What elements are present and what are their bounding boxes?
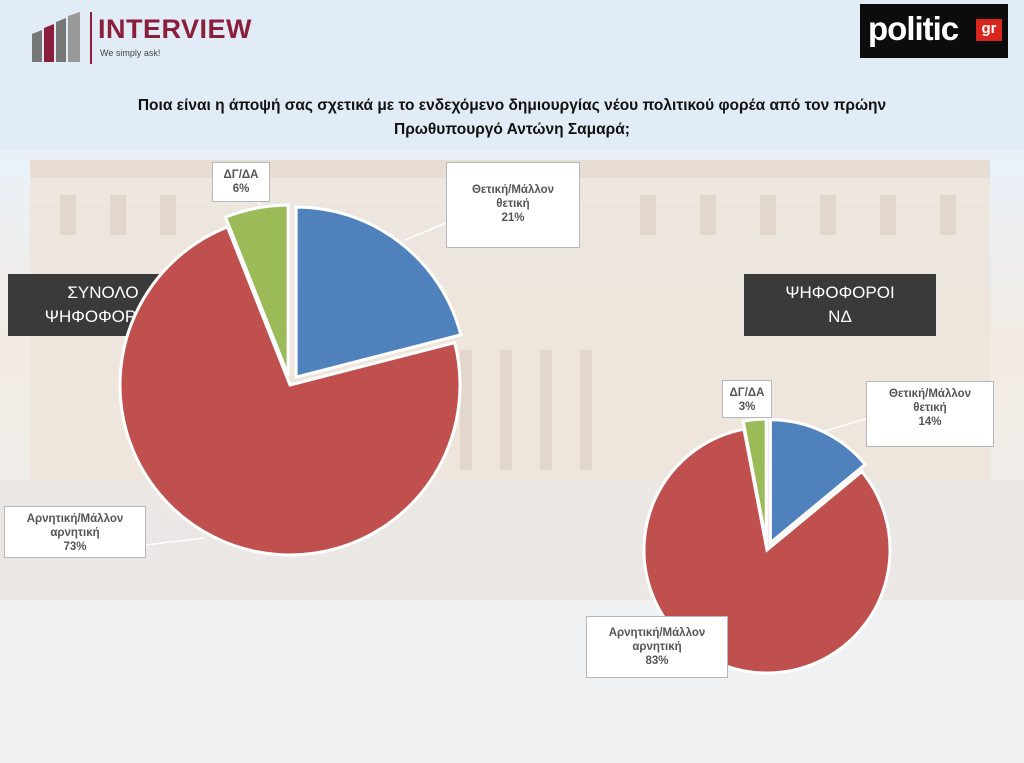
callout-negative-total: Αρνητική/Μάλλον αρνητική 73% bbox=[4, 506, 146, 558]
slice-label: ΔΓ/ΔΑ bbox=[729, 387, 765, 399]
slice-label: αρνητική bbox=[50, 527, 100, 539]
chart-title-line: ΨΗΦΟΦΟΡΟΙ bbox=[785, 283, 895, 302]
brand-name: INTERVIEW bbox=[98, 14, 253, 44]
slice-label: Αρνητική/Μάλλον bbox=[608, 627, 706, 639]
slice-label: ΔΓ/ΔΑ bbox=[223, 169, 259, 181]
slice-label: Θετική/Μάλλον bbox=[888, 388, 972, 400]
logo-separator bbox=[90, 12, 92, 64]
pie-slice-0-0 bbox=[294, 205, 463, 380]
politic-gr-logo: politic gr bbox=[860, 4, 1008, 58]
interview-logo: INTERVIEW We simply ask! bbox=[30, 8, 260, 66]
leader-line bbox=[404, 221, 449, 241]
brand-tagline: We simply ask! bbox=[100, 48, 161, 58]
slice-value: 73% bbox=[63, 541, 87, 553]
slice-value: 6% bbox=[232, 183, 250, 195]
pie-slice-1-2 bbox=[741, 417, 768, 543]
callout-negative-nd: Αρνητική/Μάλλον αρνητική 83% bbox=[586, 616, 728, 678]
bars-logo-icon bbox=[32, 12, 80, 62]
leader-line bbox=[821, 417, 869, 433]
question-line-1: Ποια είναι η άποψή σας σχετικά με το ενδ… bbox=[137, 97, 887, 114]
slice-value: 14% bbox=[918, 416, 942, 428]
callout-positive-total: Θετική/Μάλλον θετική 21% bbox=[446, 162, 580, 248]
chart-title-nd-voters: ΨΗΦΟΦΟΡΟΙ ΝΔ bbox=[744, 274, 936, 336]
partner-logo-badge: gr bbox=[976, 19, 1002, 41]
slice-label: αρνητική bbox=[632, 641, 682, 653]
slice-label: θετική bbox=[496, 198, 530, 210]
slice-value: 21% bbox=[501, 212, 525, 224]
callout-dk-nd: ΔΓ/ΔΑ 3% bbox=[722, 380, 772, 418]
survey-question: Ποια είναι η άποψή σας σχετικά με το ενδ… bbox=[60, 94, 964, 142]
slice-label: Θετική/Μάλλον bbox=[471, 184, 555, 196]
slice-value: 83% bbox=[645, 655, 669, 667]
pie-nd-voters bbox=[642, 417, 892, 675]
callout-dk-total: ΔΓ/ΔΑ 6% bbox=[212, 162, 270, 202]
slice-label: θετική bbox=[913, 402, 947, 414]
partner-logo-word: politic bbox=[868, 10, 959, 47]
pie-slice-0-2 bbox=[223, 203, 290, 376]
leader-line bbox=[144, 537, 206, 546]
question-line-2: Πρωθυπουργό Αντώνη Σαμαρά; bbox=[394, 121, 630, 138]
pie-slice-0-1 bbox=[118, 224, 462, 557]
pie-total-voters bbox=[118, 203, 463, 557]
chart-title-line: ΝΔ bbox=[828, 307, 852, 326]
slice-label: Αρνητική/Μάλλον bbox=[26, 513, 124, 525]
slice-value: 3% bbox=[738, 401, 756, 413]
chart-title-line: ΣΥΝΟΛΟ bbox=[67, 283, 139, 302]
callout-positive-nd: Θετική/Μάλλον θετική 14% bbox=[866, 381, 994, 447]
